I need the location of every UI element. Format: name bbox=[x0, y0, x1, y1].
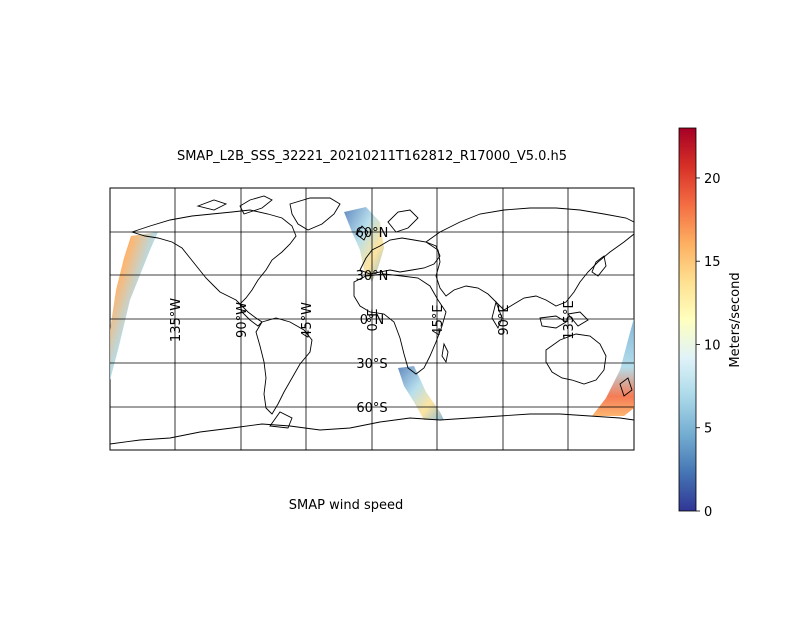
coastline-south-america bbox=[255, 317, 313, 415]
colorbar-label: Meters/second bbox=[728, 272, 743, 367]
coastline-africa bbox=[353, 273, 447, 375]
lon-label-45w: 45°W bbox=[300, 302, 315, 338]
graticule bbox=[110, 188, 634, 450]
coastlines bbox=[110, 195, 634, 445]
map-caption: SMAP wind speed bbox=[288, 498, 404, 513]
lon-label-90e: 90°E bbox=[497, 304, 512, 335]
lon-label-45e: 45°E bbox=[431, 304, 446, 335]
lon-label-90w: 90°W bbox=[235, 302, 250, 338]
coastline-north-america bbox=[130, 209, 297, 305]
coastline-asia bbox=[425, 207, 634, 311]
swath-atlantic-north bbox=[344, 207, 384, 282]
lat-label-60n: 60°N bbox=[356, 226, 389, 241]
lon-label-135w: 135°W bbox=[169, 298, 184, 342]
lat-label-60s: 60°S bbox=[356, 401, 387, 416]
map-title: SMAP_L2B_SSS_32221_20210211T162812_R1700… bbox=[176, 149, 568, 164]
lon-label-0e: 0°E bbox=[366, 309, 381, 332]
colorbar-tick-label: 0 bbox=[704, 505, 712, 520]
lat-label-30n: 30°N bbox=[356, 269, 389, 284]
colorbar-tick-label: 15 bbox=[704, 255, 721, 270]
colorbar bbox=[678, 127, 697, 512]
coastline-greenland bbox=[289, 197, 341, 231]
colorbar-tick-label: 20 bbox=[704, 172, 721, 187]
swath-south-atlantic bbox=[398, 366, 444, 420]
swath-west bbox=[110, 232, 158, 380]
colorbar-tick-label: 10 bbox=[704, 338, 721, 353]
coastline-australia bbox=[545, 333, 607, 385]
lat-label-30s: 30°S bbox=[356, 357, 387, 372]
colorbar-ticks: 0 5 10 15 20 bbox=[696, 172, 721, 520]
swath-southeast bbox=[592, 318, 634, 416]
colorbar-tick-label: 5 bbox=[704, 422, 712, 437]
lon-label-135e: 135°E bbox=[562, 300, 577, 340]
lat-label-0n: 0°N bbox=[360, 313, 385, 328]
coastline-antarctica bbox=[110, 413, 634, 445]
